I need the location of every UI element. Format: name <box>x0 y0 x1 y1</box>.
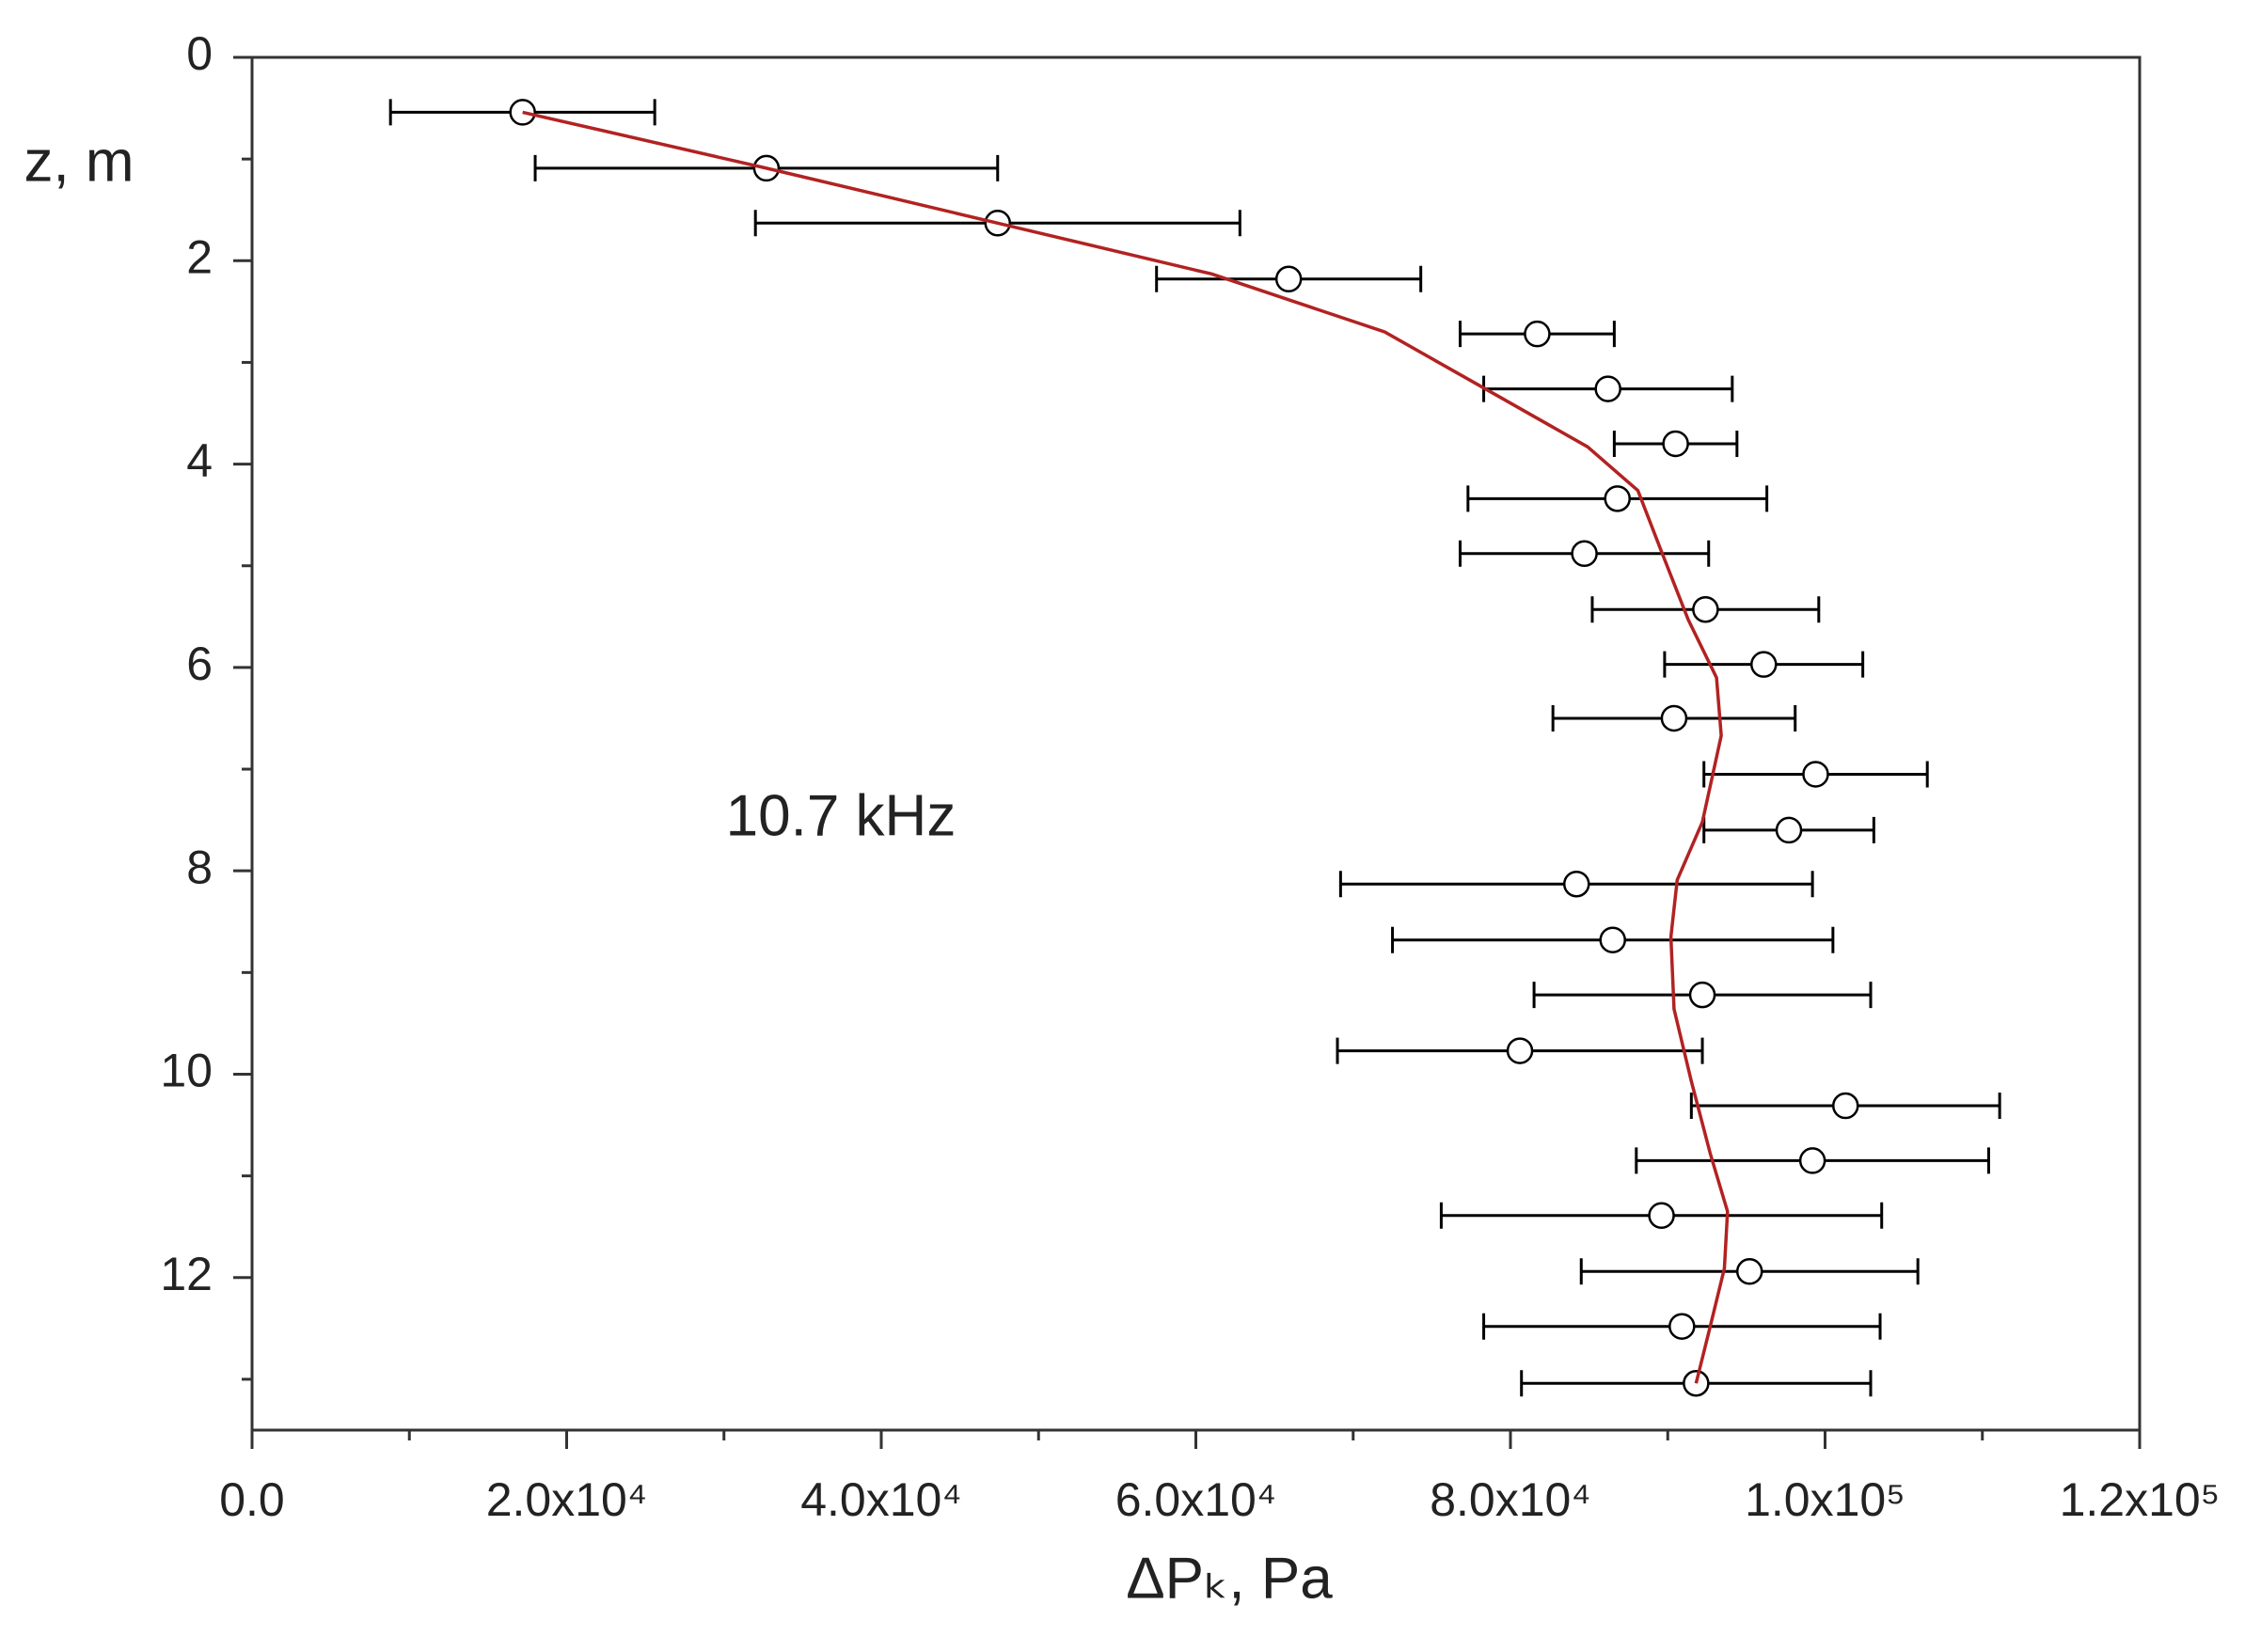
data-point <box>509 99 536 126</box>
y-tick-label: 2 <box>186 230 213 283</box>
data-point <box>1660 704 1688 732</box>
data-point <box>1668 1313 1696 1340</box>
y-tick-label: 6 <box>186 637 213 690</box>
data-point <box>1692 595 1719 623</box>
x-tick-label: 8.0x10⁴ <box>1430 1473 1591 1526</box>
x-tick-label: 0.0 <box>219 1473 285 1526</box>
data-point <box>1274 265 1303 293</box>
data-point <box>1831 1092 1859 1120</box>
y-tick-label: 0 <box>186 27 213 80</box>
x-axis-label: ΔPₖ, Pa <box>1126 1546 1333 1611</box>
data-point <box>1750 651 1778 678</box>
data-point <box>1571 540 1598 568</box>
x-tick-label: 4.0x10⁴ <box>800 1473 962 1526</box>
data-point <box>1662 430 1689 458</box>
data-point <box>1735 1258 1763 1285</box>
data-point <box>1524 320 1551 348</box>
plot-frame <box>250 55 2142 1432</box>
data-point <box>1648 1202 1675 1230</box>
x-tick-label: 6.0x10⁴ <box>1115 1473 1277 1526</box>
y-axis-label: z, m <box>24 129 134 194</box>
data-point <box>1775 816 1803 844</box>
y-tick-label: 12 <box>160 1248 213 1300</box>
annotation: 10.7 kHz <box>726 783 956 848</box>
data-point <box>1594 375 1621 402</box>
data-point <box>1688 981 1716 1009</box>
fit-line <box>522 110 1730 1384</box>
x-tick-label: 2.0x10⁴ <box>486 1473 648 1526</box>
data-point <box>1802 761 1829 788</box>
y-tick-label: 8 <box>186 841 213 893</box>
x-tick-label: 1.2x10⁵ <box>2060 1473 2221 1526</box>
data-point <box>1506 1037 1534 1064</box>
y-tick-label: 10 <box>160 1045 213 1097</box>
data-point <box>1604 485 1631 512</box>
data-point <box>1798 1147 1826 1174</box>
y-tick-label: 4 <box>186 434 213 487</box>
x-tick-label: 1.0x10⁵ <box>1745 1473 1905 1526</box>
data-point <box>1562 870 1590 898</box>
data-point <box>1599 926 1626 953</box>
